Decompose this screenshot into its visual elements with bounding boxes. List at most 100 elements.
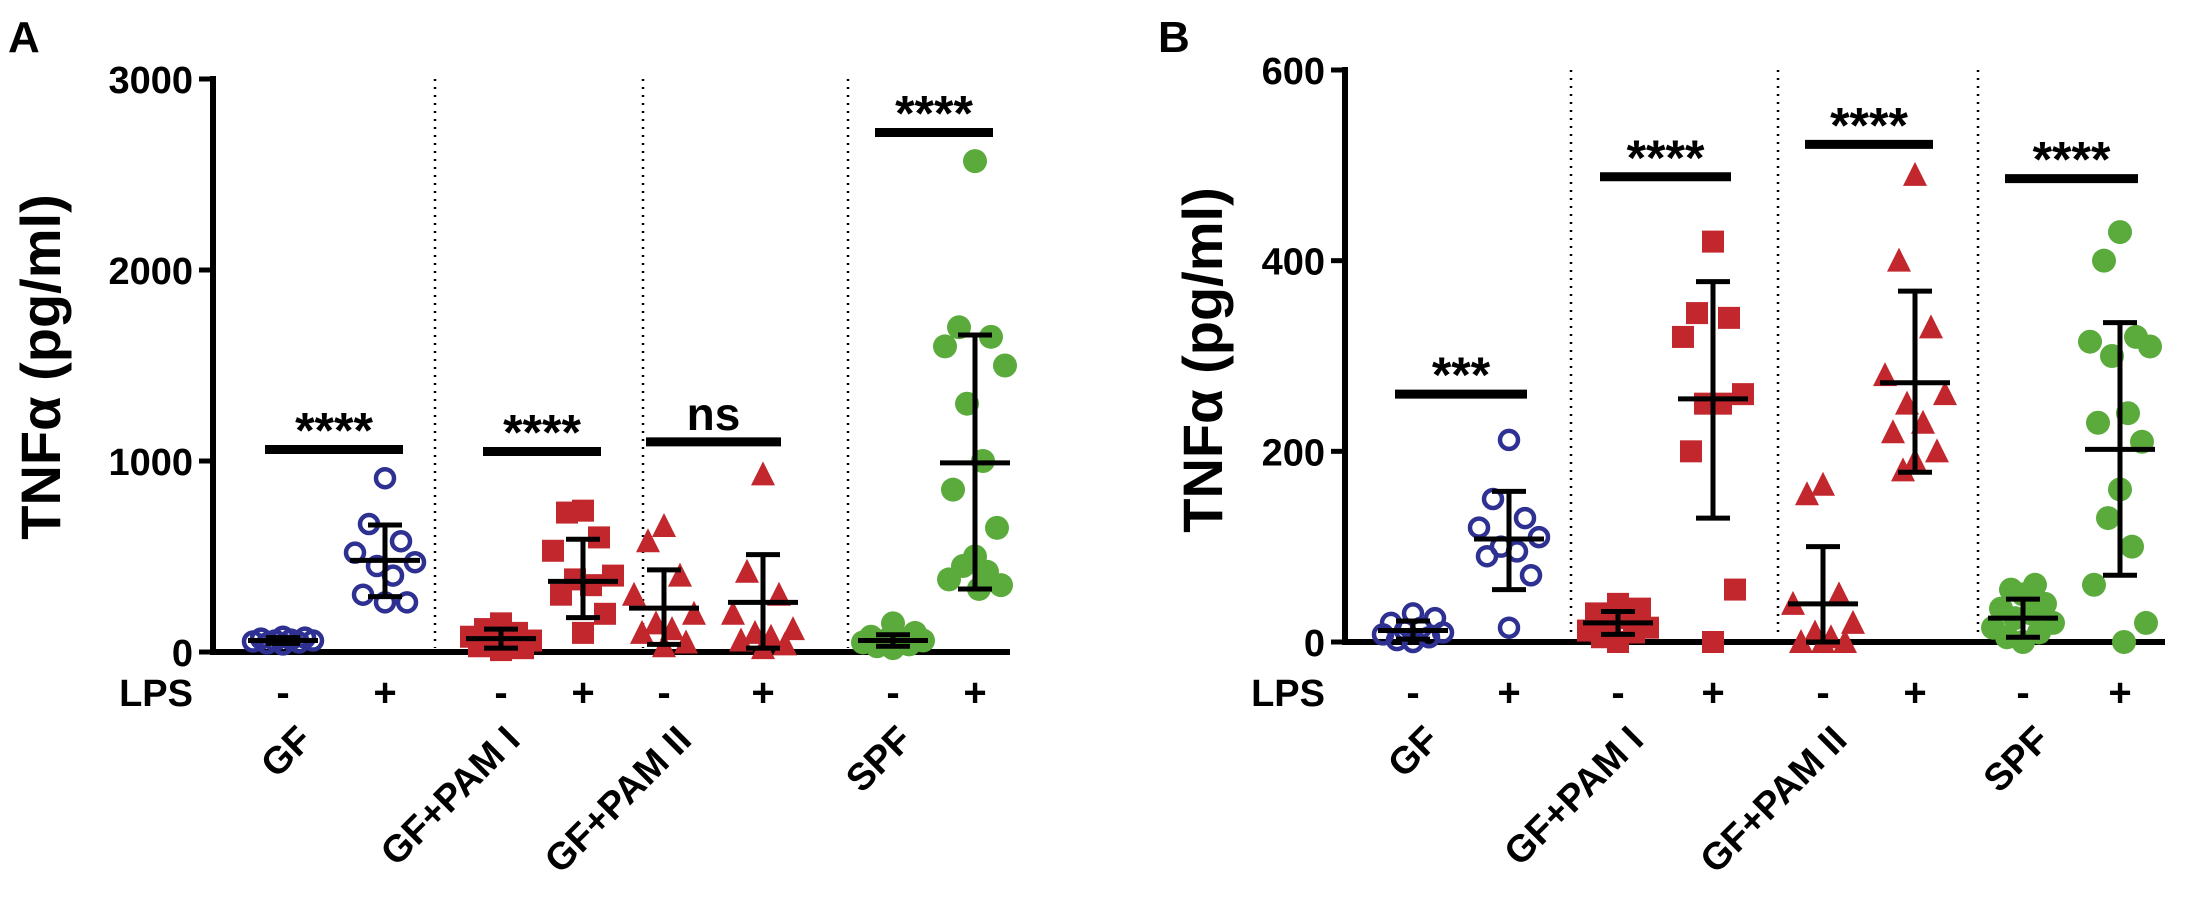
data-point-triangle (1827, 581, 1851, 606)
data-point-circle (993, 353, 1017, 378)
y-tick-label: 0 (1304, 623, 1325, 665)
data-point-circle (985, 515, 1009, 540)
data-point-triangle (1795, 481, 1819, 506)
group-label: GF (253, 719, 320, 786)
significance-label: *** (1432, 347, 1491, 403)
significance-label: **** (1830, 97, 1908, 153)
lps-minus-label: - (1406, 671, 1419, 715)
lps-plus-label: + (2108, 671, 2131, 715)
data-point-circle (2120, 534, 2144, 559)
data-point-circle (933, 334, 957, 359)
y-tick-label: 600 (1262, 51, 1325, 93)
lps-label: LPS (119, 673, 193, 715)
data-point-square (594, 602, 616, 625)
data-point-triangle (652, 512, 676, 537)
data-point-square (1672, 325, 1694, 348)
data-point-square (550, 583, 572, 606)
lps-minus-label: - (494, 671, 507, 715)
data-point-open-circle (395, 591, 419, 614)
data-point-circle (941, 477, 965, 502)
y-axis-label: TNFα (pg/ml) (9, 194, 72, 539)
data-point-square (1702, 230, 1724, 253)
significance-label: **** (1627, 130, 1705, 186)
data-point-square (1686, 302, 1708, 325)
data-point-circle (2138, 334, 2162, 359)
lps-plus-label: + (1903, 671, 1926, 715)
group-label: SPF (838, 719, 920, 801)
data-point-triangle (622, 581, 646, 606)
data-point-triangle (1903, 161, 1927, 186)
data-point-open-circle (1513, 506, 1537, 530)
data-point-circle (1981, 615, 2005, 640)
significance-label: **** (503, 404, 581, 460)
data-point-circle (2108, 220, 2132, 245)
data-point-triangle (1891, 457, 1915, 482)
panel-label-b: B (1158, 13, 1190, 62)
data-point-triangle (1789, 629, 1813, 653)
significance-label: **** (895, 85, 973, 141)
data-point-triangle (674, 629, 698, 654)
group-label: GF+PAM II (1693, 719, 1856, 882)
data-point-triangle (682, 600, 706, 625)
data-point-circle (2112, 630, 2136, 654)
data-point-open-circle (373, 466, 397, 490)
data-point-triangle (1887, 247, 1911, 272)
data-point-triangle (767, 581, 791, 606)
data-point-open-circle (1497, 616, 1521, 639)
data-point-open-circle (1467, 516, 1491, 539)
data-point-square (1718, 306, 1740, 329)
data-point-circle (2082, 572, 2106, 597)
panel-label-a: A (8, 13, 40, 62)
group-label: GF (1380, 719, 1447, 786)
data-point-square (1680, 440, 1702, 463)
data-point-square (1585, 602, 1607, 625)
data-point-square (1702, 631, 1724, 653)
data-point-circle (2092, 248, 2116, 273)
data-point-triangle (1919, 314, 1943, 339)
data-point-triangle (729, 627, 753, 652)
data-point-square (1732, 383, 1754, 406)
lps-minus-label: - (1611, 671, 1624, 715)
data-point-triangle (630, 619, 654, 644)
group-label: SPF (1976, 719, 2058, 801)
lps-minus-label: - (886, 671, 899, 715)
group-label: GF+PAM I (1497, 719, 1652, 874)
y-tick-label: 3000 (108, 60, 193, 102)
data-point-triangle (1841, 609, 1865, 634)
data-point-circle (1989, 596, 2013, 621)
data-point-circle (1999, 577, 2023, 602)
data-point-circle (937, 567, 961, 592)
data-point-triangle (781, 616, 805, 641)
data-point-triangle (1881, 419, 1905, 444)
data-point-square (556, 501, 578, 524)
y-axis-label: TNFα (pg/ml) (1171, 187, 1234, 532)
y-tick-label: 1000 (108, 442, 193, 484)
data-point-triangle (735, 558, 759, 583)
data-point-circle (989, 573, 1013, 598)
data-point-circle (963, 149, 987, 174)
y-tick-label: 200 (1262, 432, 1325, 474)
lps-plus-label: + (751, 671, 774, 715)
data-point-triangle (721, 600, 745, 625)
data-point-triangle (751, 461, 775, 486)
data-point-open-circle (1519, 564, 1543, 587)
group-label: GF+PAM II (537, 719, 700, 882)
data-point-square (1724, 578, 1746, 601)
data-point-circle (2023, 572, 2047, 597)
data-point-open-circle (1475, 544, 1499, 568)
lps-minus-label: - (2016, 671, 2029, 715)
group-label: GF+PAM I (373, 719, 528, 874)
significance-label: ns (687, 388, 741, 440)
lps-minus-label: - (1816, 671, 1829, 715)
data-point-square (1637, 616, 1659, 639)
lps-minus-label: - (657, 671, 670, 715)
data-point-square (542, 539, 564, 562)
lps-plus-label: + (571, 671, 594, 715)
data-point-circle (2096, 506, 2120, 531)
data-point-open-circle (1497, 428, 1521, 452)
data-point-triangle (636, 528, 660, 553)
lps-label: LPS (1251, 673, 1325, 715)
